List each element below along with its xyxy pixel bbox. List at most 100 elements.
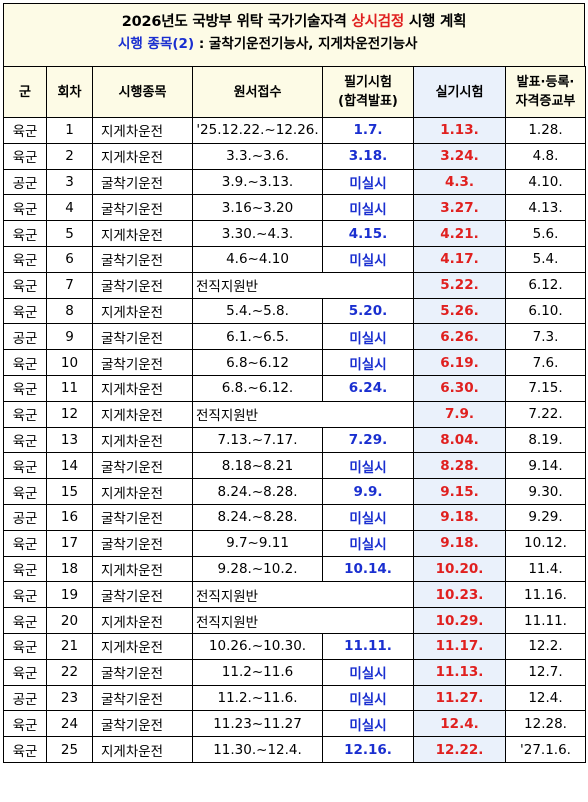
cell-practical: 6.30.: [413, 374, 506, 402]
table-row: 육군 21 지게차운전 10.26.~10.30. 11.11. 11.17. 12.2.: [3, 632, 586, 660]
cell-result: 9.29.: [505, 503, 586, 531]
cell-receipt: 5.4.~5.8.: [192, 297, 323, 325]
cell-practical: 8.04.: [413, 426, 506, 454]
cell-round: 8: [46, 297, 93, 325]
header-result-line2: 자격증교부: [515, 94, 576, 109]
cell-round: 14: [46, 452, 93, 480]
cell-practical: 9.18.: [413, 503, 506, 531]
cell-practical: 3.27.: [413, 194, 506, 222]
cell-practical: 5.26.: [413, 297, 506, 325]
header-row: 군 회차 시행종목 원서접수 필기시험 (합격발표) 실기시험 발표·등록· 자격증…: [3, 66, 586, 118]
cell-practical: 9.15.: [413, 478, 506, 505]
cell-written: 미실시: [322, 529, 414, 557]
cell-receipt: 전직지원반: [192, 581, 323, 609]
cell-practical: 5.22.: [413, 271, 506, 299]
cell-type: 지게차운전: [92, 374, 193, 402]
cell-practical: 11.13.: [413, 658, 506, 686]
cell-written: 미실시: [322, 323, 414, 351]
cell-round: 10: [46, 349, 93, 376]
cell-type: 굴착기운전: [92, 194, 193, 222]
cell-written: 11.11.: [322, 632, 414, 660]
header-type: 시행종목: [92, 66, 193, 118]
cell-receipt: 전직지원반: [192, 607, 323, 634]
cell-receipt: 10.26.~10.30.: [192, 632, 323, 660]
cell-receipt: 7.13.~7.17.: [192, 426, 323, 454]
cell-type: 지게차운전: [92, 117, 193, 144]
cell-practical: 3.24.: [413, 142, 506, 170]
cell-written: [322, 400, 414, 428]
cell-branch: 육군: [3, 400, 47, 428]
cell-receipt: 3.9.~3.13.: [192, 168, 323, 196]
cell-practical: 6.19.: [413, 349, 506, 376]
cell-written: 12.16.: [322, 736, 414, 763]
cell-branch: 육군: [3, 142, 47, 170]
cell-round: 15: [46, 478, 93, 505]
cell-written: 미실시: [322, 245, 414, 273]
cell-type: 굴착기운전: [92, 271, 193, 299]
cell-receipt: 8.24.~8.28.: [192, 478, 323, 505]
title-part1: 2026년도 국방부 위탁 국가기술자격: [121, 14, 352, 30]
cell-type: 지게차운전: [92, 736, 193, 763]
cell-result: 5.6.: [505, 220, 586, 247]
cell-written: 9.9.: [322, 478, 414, 505]
cell-practical: 11.17.: [413, 632, 506, 660]
cell-branch: 육군: [3, 426, 47, 454]
header-branch: 군: [3, 66, 47, 118]
subtitle: 시행 종목(2) : 굴착기운전기능사, 지게차운전기능사: [4, 30, 584, 52]
cell-round: 13: [46, 426, 93, 454]
cell-branch: 공군: [3, 168, 47, 196]
cell-branch: 육군: [3, 374, 47, 402]
cell-result: 4.10.: [505, 168, 586, 196]
cell-round: 20: [46, 607, 93, 634]
table-row: 육군 17 굴착기운전 9.7~9.11 미실시 9.18. 10.12.: [3, 529, 586, 557]
cell-branch: 육군: [3, 658, 47, 686]
cell-practical: 1.13.: [413, 117, 506, 144]
header-written: 필기시험 (합격발표): [322, 66, 414, 118]
schedule-table: 군 회차 시행종목 원서접수 필기시험 (합격발표) 실기시험 발표·등록· 자격증…: [3, 66, 586, 763]
cell-result: 10.12.: [505, 529, 586, 557]
cell-receipt: 3.3.~3.6.: [192, 142, 323, 170]
cell-practical: 11.27.: [413, 684, 506, 712]
cell-written: 미실시: [322, 349, 414, 376]
table-row: 육군 7 굴착기운전 전직지원반 5.22. 6.12.: [3, 271, 586, 299]
cell-practical: 4.17.: [413, 245, 506, 273]
cell-practical: 8.28.: [413, 452, 506, 480]
cell-round: 11: [46, 374, 93, 402]
cell-result: 12.4.: [505, 684, 586, 712]
cell-written: 미실시: [322, 684, 414, 712]
cell-practical: 10.29.: [413, 607, 506, 634]
cell-receipt: 전직지원반: [192, 271, 323, 299]
cell-receipt: 3.16~3.20: [192, 194, 323, 222]
cell-receipt: 11.30.~12.4.: [192, 736, 323, 763]
cell-round: 25: [46, 736, 93, 763]
cell-practical: 9.18.: [413, 529, 506, 557]
cell-practical: 4.21.: [413, 220, 506, 247]
cell-round: 23: [46, 684, 93, 712]
cell-branch: 공군: [3, 503, 47, 531]
cell-round: 7: [46, 271, 93, 299]
table-row: 공군 3 굴착기운전 3.9.~3.13. 미실시 4.3. 4.10.: [3, 168, 586, 196]
cell-round: 4: [46, 194, 93, 222]
table-row: 육군 6 굴착기운전 4.6~4.10 미실시 4.17. 5.4.: [3, 245, 586, 273]
header-written-line1: 필기시험: [344, 75, 392, 90]
cell-result: 7.3.: [505, 323, 586, 351]
cell-written: 미실시: [322, 658, 414, 686]
table-row: 육군 12 지게차운전 전직지원반 7.9. 7.22.: [3, 400, 586, 428]
title-part2: 시행 계획: [404, 14, 467, 30]
cell-result: 4.13.: [505, 194, 586, 222]
cell-receipt: 6.1.~6.5.: [192, 323, 323, 351]
table-row: 육군 5 지게차운전 3.30.~4.3. 4.15. 4.21. 5.6.: [3, 220, 586, 247]
cell-receipt: '25.12.22.~12.26.: [192, 117, 323, 144]
cell-round: 18: [46, 555, 93, 583]
table-row: 육군 1 지게차운전 '25.12.22.~12.26. 1.7. 1.13. 1.28.: [3, 117, 586, 144]
cell-written: 미실시: [322, 710, 414, 738]
cell-type: 지게차운전: [92, 400, 193, 428]
cell-round: 1: [46, 117, 93, 144]
cell-result: 4.8.: [505, 142, 586, 170]
cell-type: 지게차운전: [92, 555, 193, 583]
cell-branch: 육군: [3, 297, 47, 325]
table-row: 육군 24 굴착기운전 11.23~11.27 미실시 12.4. 12.28.: [3, 710, 586, 738]
cell-written: [322, 607, 414, 634]
cell-round: 19: [46, 581, 93, 609]
cell-result: 6.12.: [505, 271, 586, 299]
